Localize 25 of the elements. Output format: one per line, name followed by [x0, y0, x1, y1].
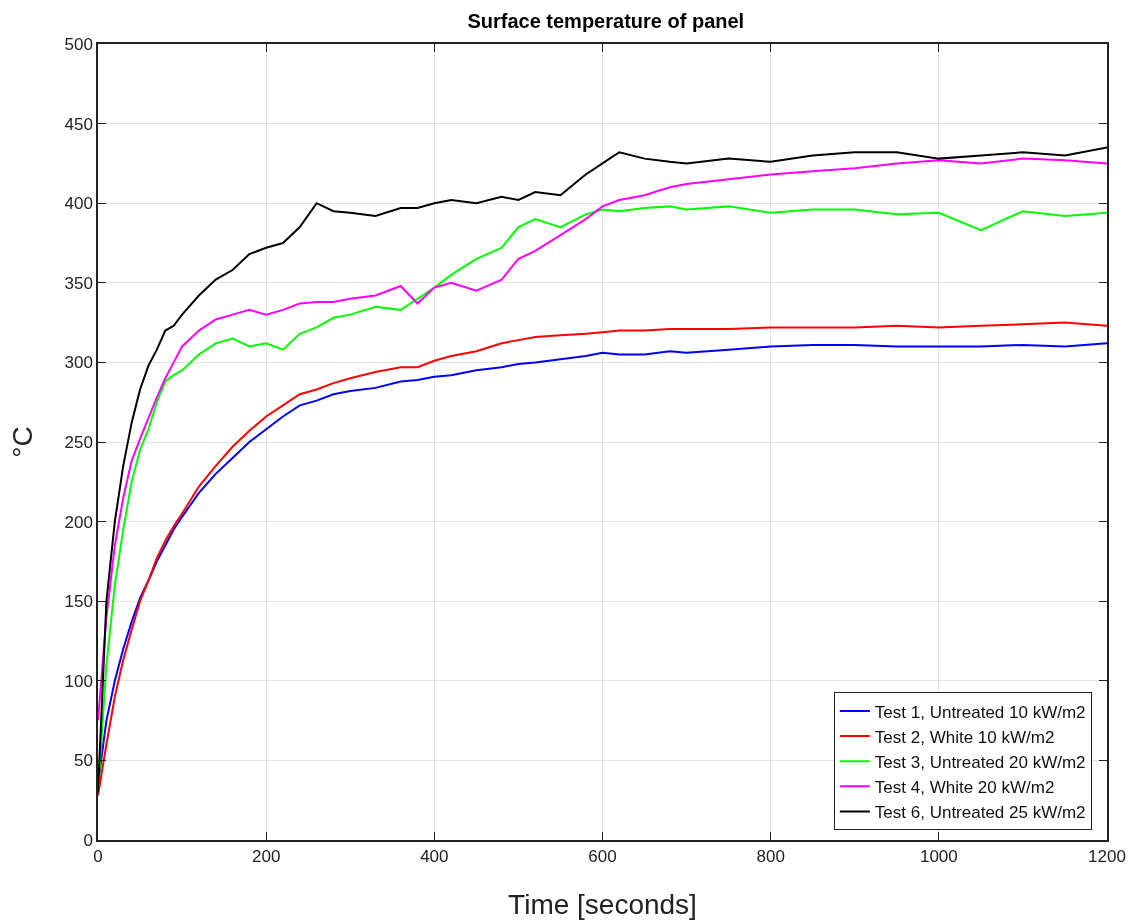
y-tick-label: 300 — [64, 353, 93, 373]
chart-title: Surface temperature of panel — [467, 9, 745, 32]
y-tick-label: 500 — [64, 34, 93, 54]
legend-label: Test 4, White 20 kW/m2 — [874, 777, 1055, 797]
x-tick-label: 600 — [588, 847, 617, 867]
y-tick-label: 200 — [64, 512, 93, 532]
x-tick-label: 800 — [756, 847, 785, 867]
y-tick-label: 250 — [64, 432, 93, 452]
x-tick-label: 1200 — [1088, 847, 1126, 867]
legend-label: Test 3, Untreated 20 kW/m2 — [874, 752, 1086, 772]
y-tick-label: 0 — [83, 830, 93, 850]
x-tick-label: 200 — [251, 847, 281, 867]
y-tick-label: 100 — [64, 671, 93, 691]
y-tick-label: 400 — [64, 194, 93, 214]
legend-label: Test 2, White 10 kW/m2 — [874, 727, 1055, 747]
x-tick-label: 1000 — [919, 847, 958, 867]
legend-label: Test 1, Untreated 10 kW/m2 — [874, 702, 1086, 722]
y-tick-label: 350 — [64, 273, 93, 293]
x-tick-label: 400 — [420, 847, 449, 867]
y-axis-title: °C — [6, 426, 38, 458]
y-tick-label: 50 — [73, 751, 93, 771]
x-axis-title: Time [seconds] — [508, 889, 697, 920]
legend-label: Test 6, Untreated 25 kW/m2 — [874, 803, 1086, 823]
y-tick-label: 450 — [64, 114, 93, 134]
y-tick-label: 150 — [64, 592, 93, 612]
